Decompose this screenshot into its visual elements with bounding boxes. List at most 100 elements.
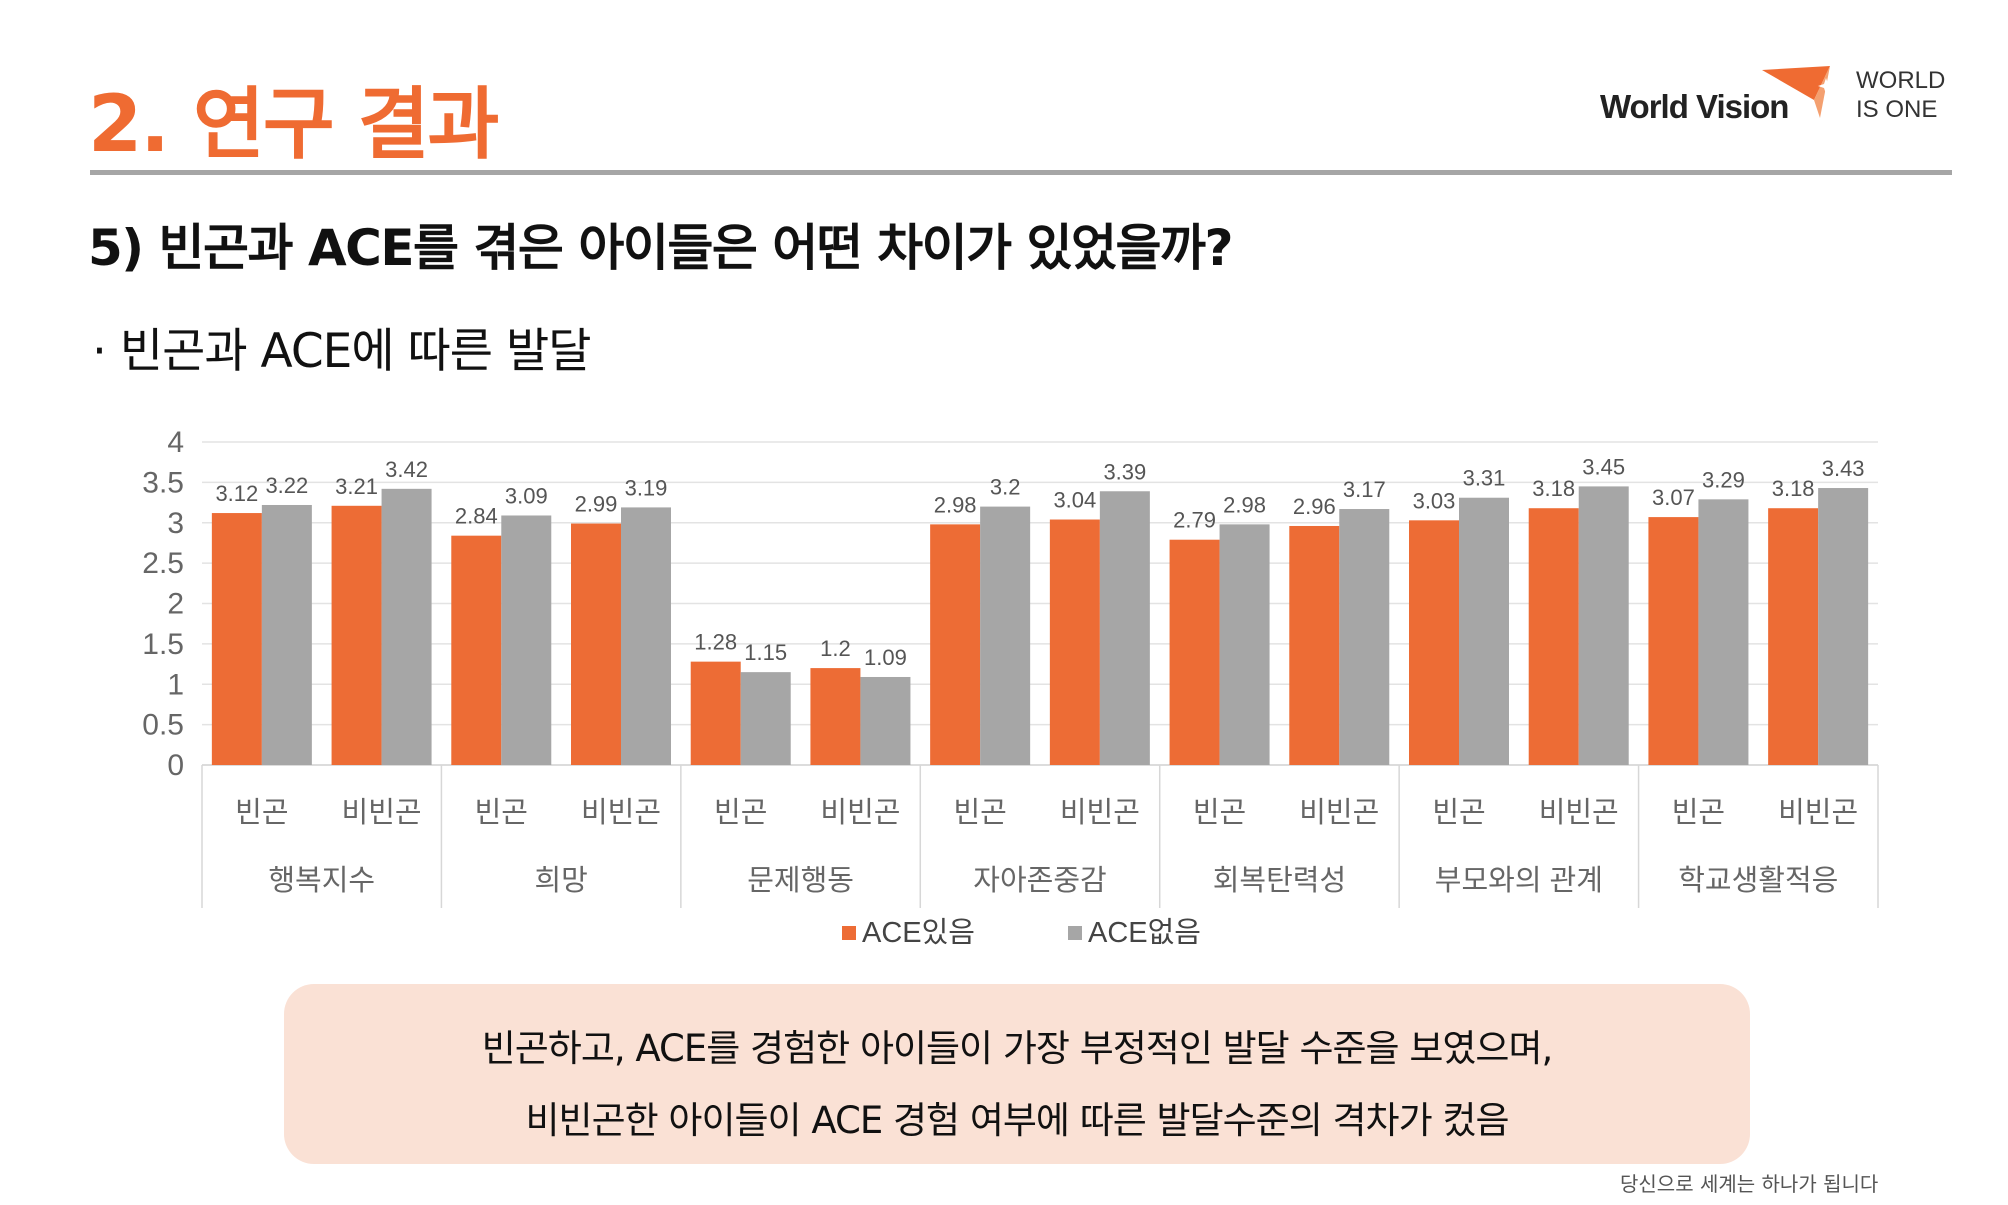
- bar-ace-yes: [1768, 508, 1819, 765]
- bar-ace-yes: [1169, 539, 1220, 765]
- logo-text: World Vision: [1600, 88, 1789, 125]
- bar-ace-no: [980, 506, 1031, 765]
- x-subcategory-label: 빈곤: [235, 797, 288, 829]
- data-label-ace-yes: 3.04: [1053, 488, 1096, 513]
- x-subcategory-label: 비빈곤: [1299, 797, 1379, 829]
- bar-ace-yes: [1648, 517, 1699, 765]
- page-title: 2. 연구 결과: [88, 80, 499, 170]
- x-subcategory-label: 빈곤: [1193, 797, 1246, 829]
- data-label-ace-yes: 2.98: [934, 492, 977, 517]
- summary-line-2: 비빈곤한 아이들이 ACE 경험 여부에 따른 발달수준의 격차가 컸음: [525, 1099, 1510, 1142]
- data-label-ace-no: 3.19: [625, 475, 668, 500]
- x-subcategory-label: 빈곤: [1432, 797, 1485, 829]
- x-subcategory-label: 비빈곤: [581, 797, 661, 829]
- bar-ace-no: [621, 507, 671, 765]
- world-vision-logo: World Vision WORLD IS ONE: [1600, 62, 1960, 132]
- data-label-ace-yes: 3.18: [1532, 476, 1575, 501]
- x-subcategory-label: 비빈곤: [1539, 797, 1619, 829]
- x-subcategory-label: 빈곤: [475, 797, 528, 829]
- y-tick-label: 3.5: [142, 466, 184, 499]
- x-group-label: 부모와의 관계: [1435, 865, 1603, 897]
- bar-ace-no: [261, 504, 312, 765]
- data-label-ace-yes: 3.03: [1413, 488, 1456, 513]
- data-label-ace-no: 3.45: [1582, 454, 1625, 479]
- data-label-ace-yes: 2.96: [1293, 494, 1336, 519]
- data-label-ace-no: 3.22: [265, 473, 308, 498]
- y-tick-label: 2: [167, 588, 184, 621]
- data-labels: 3.12 3.22 3.21 3.42 2.84 3.09 2.99 3.19 1.28 1.15…: [215, 454, 1864, 670]
- bar-ace-yes: [211, 513, 262, 765]
- data-label-ace-no: 3.31: [1463, 466, 1506, 491]
- logo-star-icon: [1762, 66, 1834, 118]
- data-label-ace-yes: 2.99: [575, 492, 618, 517]
- x-subcategory-label: 비빈곤: [1778, 797, 1858, 829]
- bar-ace-no: [1339, 509, 1390, 765]
- x-subcategory-label: 빈곤: [714, 797, 767, 829]
- y-tick-label: 1: [167, 668, 184, 701]
- data-label-ace-yes: 2.84: [455, 504, 498, 529]
- data-label-ace-yes: 1.2: [820, 636, 851, 661]
- y-tick-label: 0.5: [142, 709, 184, 742]
- data-label-ace-no: 3.29: [1702, 467, 1745, 492]
- bar-ace-yes: [1049, 519, 1100, 765]
- bar-ace-yes: [810, 668, 861, 765]
- data-label-ace-no: 3.42: [385, 457, 428, 482]
- y-tick-label: 4: [167, 426, 184, 459]
- bar-ace-yes: [571, 523, 621, 765]
- bar-ace-yes: [1409, 520, 1459, 765]
- bar-ace-yes: [1289, 525, 1340, 765]
- x-group-label: 학교생활적응: [1678, 864, 1838, 897]
- legend: ACE있음 ACE없음: [842, 916, 1201, 949]
- data-label-ace-no: 3.39: [1103, 459, 1146, 484]
- data-label-ace-yes: 1.28: [694, 630, 737, 655]
- bar-ace-no: [381, 488, 432, 765]
- legend-label-ace-no: ACE없음: [1088, 916, 1201, 949]
- data-label-ace-yes: 3.18: [1772, 476, 1815, 501]
- legend-swatch-ace-no: [1068, 926, 1082, 940]
- data-label-ace-no: 1.09: [864, 645, 907, 670]
- x-subcategory-label: 비빈곤: [342, 797, 422, 829]
- bar-ace-yes: [690, 661, 741, 765]
- x-subcategory-label: 빈곤: [1672, 797, 1725, 829]
- logo-tagline: WORLD IS ONE: [1856, 66, 1945, 124]
- data-label-ace-no: 2.98: [1223, 492, 1266, 517]
- bullet-heading: · 빈곤과 ACE에 따른 발달: [92, 324, 591, 379]
- data-label-ace-yes: 3.12: [215, 481, 258, 506]
- bar-ace-no: [1698, 499, 1749, 765]
- footer-slogan: 당신으로 세계는 하나가 됩니다: [1620, 1172, 1879, 1196]
- bar-ace-no: [1578, 486, 1629, 765]
- x-subcategory-label: 비빈곤: [1060, 797, 1140, 829]
- bar-ace-no: [501, 515, 552, 765]
- data-label-ace-no: 3.2: [990, 475, 1021, 500]
- bar-ace-yes: [930, 524, 981, 765]
- data-label-ace-no: 3.17: [1343, 477, 1386, 502]
- data-label-ace-yes: 3.07: [1652, 485, 1695, 510]
- y-axis-ticks: 0 0.5 1 1.5 2 2.5 3 3.5 4: [142, 426, 184, 782]
- summary-line-1: 빈곤하고, ACE를 경험한 아이들이 가장 부정적인 발달 수준을 보였으며,: [481, 1027, 1554, 1070]
- x-group-label: 문제행동: [747, 864, 854, 897]
- y-tick-label: 2.5: [142, 547, 184, 580]
- data-label-ace-no: 3.43: [1822, 456, 1865, 481]
- summary-box: 빈곤하고, ACE를 경험한 아이들이 가장 부정적인 발달 수준을 보였으며,…: [284, 984, 1750, 1164]
- bar-ace-yes: [331, 505, 382, 765]
- bar-ace-no: [1219, 524, 1270, 765]
- bar-ace-no: [1459, 497, 1509, 765]
- x-group-label: 희망: [534, 865, 587, 897]
- data-label-ace-yes: 2.79: [1173, 508, 1216, 533]
- section-question: 5) 빈곤과 ACE를 겪은 아이들은 어떤 차이가 있었을까?: [88, 219, 1234, 277]
- legend-label-ace-yes: ACE있음: [862, 917, 975, 949]
- x-subcategory-label: 빈곤: [953, 797, 1006, 829]
- development-bar-chart: 00.511.522.533.54 3.12 3.22 3.213.422.843.…: [142, 426, 1879, 949]
- bar-ace-no: [1818, 488, 1869, 765]
- bar-ace-no: [1099, 491, 1150, 765]
- x-group-label: 행복지수: [268, 864, 375, 897]
- y-tick-label: 0: [167, 749, 184, 782]
- y-tick-label: 1.5: [142, 628, 184, 661]
- logo-tagline-1: WORLD: [1856, 67, 1946, 94]
- x-subcategory-label: 비빈곤: [820, 797, 900, 829]
- legend-swatch-ace-yes: [842, 926, 856, 940]
- bar-ace-yes: [1528, 508, 1579, 765]
- logo-tagline-2: IS ONE: [1856, 96, 1938, 123]
- x-group-label: 회복탄력성: [1213, 864, 1346, 897]
- data-label-ace-no: 3.09: [505, 483, 548, 508]
